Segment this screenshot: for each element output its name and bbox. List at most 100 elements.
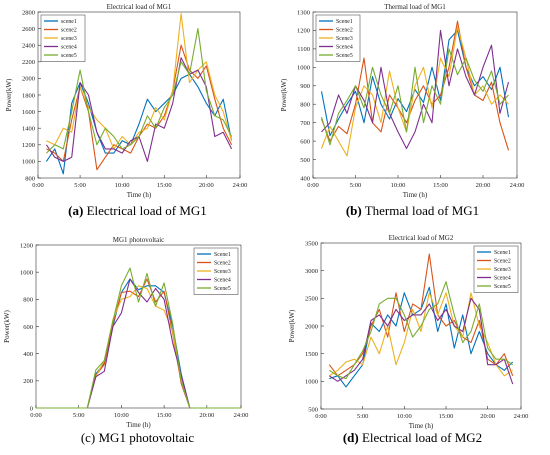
y-tick-label: 2000 xyxy=(22,76,35,83)
x-tick-label: 24:00 xyxy=(514,413,529,420)
chart-title: Electrical load of MG1 xyxy=(107,3,172,11)
y-tick-label: 1000 xyxy=(20,269,33,276)
legend-label: Scene1 xyxy=(494,250,511,256)
y-tick-label: 800 xyxy=(23,297,33,304)
chart-svg-a: Electrical load of MG1 0:00 5:00 10:00 15:00… xyxy=(5,3,248,199)
legend-label: Scene4 xyxy=(214,278,231,284)
x-axis-label: Time (h) xyxy=(409,422,434,430)
series-line-3 xyxy=(320,26,509,157)
chart-panel-a: Electrical load of MG1 0:00 5:00 10:00 15:00… xyxy=(0,0,275,227)
legend-label: Scene2 xyxy=(336,28,353,34)
y-tick-label: 0 xyxy=(30,405,33,412)
series-line-4 xyxy=(321,29,510,150)
y-tick-label: 2800 xyxy=(22,9,35,16)
y-tick-label: 600 xyxy=(300,138,310,145)
plot-frame xyxy=(312,11,518,179)
x-tick-label: 15:00 xyxy=(433,182,448,189)
y-tick-label: 800 xyxy=(300,102,310,109)
x-tick-label: 0:00 xyxy=(307,182,319,189)
x-tick-label: 20:00 xyxy=(199,412,214,419)
legend-label: Scene1 xyxy=(214,252,231,258)
y-tick-label: 200 xyxy=(23,378,33,385)
y-tick-label: 500 xyxy=(300,157,310,164)
legend-label: scene3 xyxy=(61,36,77,42)
x-tick-label: 24:00 xyxy=(510,182,525,189)
x-axis-label: Time (h) xyxy=(126,421,151,429)
series-line-1 xyxy=(45,73,233,175)
chart-panel-b: Thermal load of MG1 0:00 5:00 10:00 15:00 20:… xyxy=(275,0,550,227)
series-line-5 xyxy=(320,48,509,146)
x-tick-label: 5:00 xyxy=(74,182,86,189)
series-line-5 xyxy=(36,267,241,409)
chart-svg-b: Thermal load of MG1 0:00 5:00 10:00 15:00 20:… xyxy=(280,3,525,199)
chart-panel-c: MG1 photovoltaic 0:00 5:00 10:00 15:00 20:00 2… xyxy=(0,227,275,455)
legend-label: scene1 xyxy=(61,19,77,25)
chart-title: Electrical load of MG2 xyxy=(389,234,454,242)
legend-label: Scene5 xyxy=(214,286,231,292)
caption-letter: (a) xyxy=(68,203,84,218)
x-axis-label: Time (h) xyxy=(127,191,152,199)
y-tick-label: 1200 xyxy=(22,142,35,149)
chart-panel-d: Electrical load of MG2 0:00 5:00 10:00 15:00… xyxy=(275,227,550,455)
y-tick-label: 600 xyxy=(23,324,33,331)
x-tick-label: 0:00 xyxy=(32,182,44,189)
y-tick-label: 2000 xyxy=(305,323,318,330)
legend-label: Scene2 xyxy=(214,261,231,267)
x-tick-label: 15:00 xyxy=(157,182,172,189)
x-tick-label: 20:00 xyxy=(199,182,214,189)
legend-label: scene5 xyxy=(61,53,77,59)
y-tick-label: 1800 xyxy=(22,92,35,99)
y-axis-label: Power(kW) xyxy=(280,78,288,111)
y-tick-label: 2600 xyxy=(22,26,35,33)
chart-svg-d: Electrical load of MG2 0:00 5:00 10:00 15:00… xyxy=(288,234,529,430)
caption-letter: (d) xyxy=(342,430,359,445)
y-tick-label: 1200 xyxy=(20,242,33,249)
y-axis-label: Power(kW) xyxy=(288,309,296,342)
legend-label: Scene4 xyxy=(494,276,511,282)
y-tick-label: 400 xyxy=(23,351,33,358)
legend-label: Scene2 xyxy=(494,259,511,265)
caption-c: (c) MG1 photovoltaic xyxy=(0,430,275,446)
x-axis-label: Time (h) xyxy=(403,191,428,199)
y-tick-label: 1200 xyxy=(297,28,310,35)
y-tick-label: 700 xyxy=(300,120,310,127)
x-tick-label: 20:00 xyxy=(480,413,495,420)
x-tick-label: 15:00 xyxy=(439,413,454,420)
y-tick-label: 1000 xyxy=(305,379,318,386)
x-tick-label: 5:00 xyxy=(357,413,369,420)
x-tick-label: 5:00 xyxy=(73,412,85,419)
y-tick-label: 1500 xyxy=(305,351,318,358)
y-axis-label: Power(kW) xyxy=(5,78,13,111)
x-tick-label: 5:00 xyxy=(350,182,362,189)
y-tick-label: 1600 xyxy=(22,109,35,116)
y-tick-label: 1400 xyxy=(22,126,35,133)
y-tick-label: 3000 xyxy=(305,268,318,275)
x-tick-label: 10:00 xyxy=(114,412,129,419)
y-tick-label: 900 xyxy=(300,83,310,90)
y-tick-label: 2200 xyxy=(22,59,35,66)
x-tick-label: 10:00 xyxy=(115,182,130,189)
legend-label: Scene5 xyxy=(494,284,511,290)
x-tick-label: 0:00 xyxy=(315,413,327,420)
legend-label: Scene3 xyxy=(214,269,231,275)
caption-text: MG1 photovoltaic xyxy=(98,430,195,445)
legend-label: Scene5 xyxy=(336,53,353,59)
y-tick-label: 1000 xyxy=(297,65,310,72)
caption-letter: (c) xyxy=(80,430,96,445)
caption-text: Thermal load of MG1 xyxy=(361,203,480,218)
chart-svg-c: MG1 photovoltaic 0:00 5:00 10:00 15:00 20:00 2… xyxy=(3,236,249,429)
caption-letter: (b) xyxy=(345,203,362,218)
y-tick-label: 1100 xyxy=(297,46,310,53)
series-line-2 xyxy=(328,253,514,377)
x-tick-label: 24:00 xyxy=(234,412,249,419)
series-line-3 xyxy=(36,285,241,409)
chart-title: MG1 photovoltaic xyxy=(113,236,165,244)
series-line-4 xyxy=(328,297,514,385)
legend-label: scene4 xyxy=(61,45,77,51)
legend-label: Scene1 xyxy=(336,19,353,25)
y-tick-label: 400 xyxy=(300,175,310,182)
y-tick-label: 1000 xyxy=(22,159,35,166)
y-tick-label: 1300 xyxy=(297,9,310,16)
x-tick-label: 24:00 xyxy=(233,182,248,189)
chart-title: Thermal load of MG1 xyxy=(384,3,446,11)
